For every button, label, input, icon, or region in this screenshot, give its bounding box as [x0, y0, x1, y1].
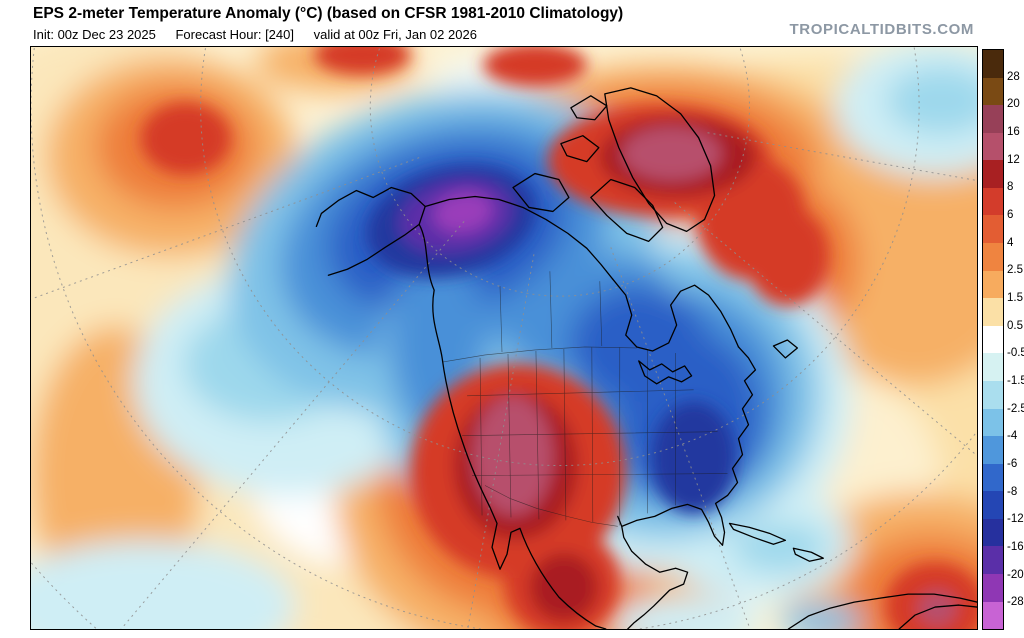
colorbar-tick-label: -1.5	[1007, 375, 1024, 387]
init-time-label: Init: 00z Dec 23 2025	[33, 27, 156, 42]
anomaly-region-arctic-rosy-core	[621, 126, 722, 181]
anomaly-region-bottomcenter-cool	[609, 597, 760, 629]
anomaly-region-nwcold-magenta	[433, 192, 493, 233]
colorbar-tick-label: 16	[1007, 126, 1020, 138]
colorbar-tick-label: 0.5	[1007, 319, 1023, 332]
forecast-hour-label: Forecast Hour: [240]	[175, 27, 294, 42]
greenland-line	[604, 87, 716, 233]
anomaly-region-eastcold-navy	[651, 401, 736, 514]
colorbar	[982, 49, 1004, 630]
arctic-island-line	[560, 135, 600, 163]
newfoundland-line	[772, 339, 799, 359]
colorbar-tick-label: -8	[1007, 485, 1018, 498]
colorbar-segment	[983, 187, 1003, 216]
valid-time-label: valid at 00z Fri, Jan 02 2026	[313, 27, 477, 42]
coastlines	[315, 87, 977, 629]
colorbar-tick-label: -16	[1007, 541, 1024, 553]
colorbar-segment	[983, 243, 1003, 271]
colorbar-tick-label: -2.5	[1007, 402, 1024, 415]
colorbar-segment	[983, 270, 1003, 299]
colorbar-segment	[983, 491, 1003, 519]
victoria-island-line	[512, 172, 570, 213]
colorbar-segment	[983, 573, 1003, 602]
hispaniola-line	[792, 547, 824, 562]
colorbar-tick-label: 6	[1007, 209, 1014, 221]
colorbar-segment	[983, 436, 1003, 464]
page-title: EPS 2-meter Temperature Anomaly (°C) (ba…	[33, 5, 624, 22]
run-info-line: Init: 00z Dec 23 2025 Forecast Hour: [24…	[33, 27, 493, 42]
anomaly-region-kamchatka-warm-core	[140, 102, 231, 175]
anomaly-region-mexico-warm-dark	[529, 553, 598, 622]
colorbar-segment	[983, 353, 1003, 381]
east-gulf-coast-line	[617, 346, 757, 629]
colorbar-tick-label: 4	[1007, 236, 1014, 249]
colorbar-tick-label: 12	[1007, 153, 1020, 166]
anomaly-region-samerica-rosy-core	[917, 590, 958, 627]
south-america-coast-line	[787, 593, 977, 629]
colorbar-segment	[983, 518, 1003, 547]
colorbar-segment	[983, 298, 1003, 326]
hudson-bay-line	[612, 278, 740, 352]
anomaly-field-cores	[140, 47, 977, 629]
colorbar-segment	[983, 408, 1003, 437]
west-coast-line	[418, 223, 607, 629]
colorbar-tick-label: 28	[1007, 70, 1020, 83]
colorbar-ticks: 28 20 16 12 8 6 4 2.5 1.5 0.5 -0.5 -1.5 -2.5 -4 -6 -8 -1…	[1007, 49, 1024, 630]
map-frame	[30, 46, 978, 630]
colorbar-tick-label: 2.5	[1007, 264, 1023, 277]
colorbar-segment	[983, 132, 1003, 161]
anomaly-region-topright-cool-core	[886, 66, 977, 135]
colorbar-tick-label: -0.5	[1007, 347, 1024, 360]
colorbar-tick-label: -4	[1007, 430, 1018, 443]
alaska-line	[315, 186, 426, 276]
colorbar-tick-label: -20	[1007, 568, 1024, 581]
anomaly-region-ngreenland-warm	[483, 47, 587, 87]
anomaly-region-bottomright-cool-spot	[779, 603, 864, 629]
great-lakes-line	[638, 360, 693, 385]
state-borders	[443, 271, 728, 527]
colorbar-tick-label: -6	[1007, 458, 1018, 470]
colorbar-segment	[983, 105, 1003, 133]
colorbar-segment	[983, 160, 1003, 188]
colorbar-segment	[983, 380, 1003, 409]
colorbar-segment	[983, 325, 1003, 354]
colorbar-tick-label: 1.5	[1007, 292, 1023, 304]
colorbar-tick-label: 8	[1007, 181, 1014, 194]
colorbar-segment	[983, 463, 1003, 492]
anomaly-region-caribbean-cool-core	[731, 523, 828, 572]
ellesmere-island-line	[570, 95, 608, 121]
cuba-line	[728, 522, 787, 545]
anomaly-region-siberia-warm-core	[314, 47, 411, 75]
colorbar-segment	[983, 546, 1003, 574]
baffin-island-line	[590, 178, 664, 242]
anomaly-map	[31, 47, 977, 629]
colorbar-segment	[983, 215, 1003, 244]
anomaly-region-hudson-cold	[569, 286, 710, 406]
colorbar-segment	[983, 601, 1003, 630]
colorbar-tick-label: 20	[1007, 98, 1020, 111]
arctic-coast-line	[424, 195, 614, 280]
anomaly-region-bottomleft-cool	[31, 540, 296, 629]
colorbar-tick-label: -28	[1007, 596, 1024, 609]
colorbar-segment	[983, 50, 1003, 78]
site-watermark: TROPICALTIDBITS.COM	[789, 21, 974, 38]
colorbar-tick-label: -12	[1007, 513, 1024, 526]
colorbar-segment	[983, 77, 1003, 106]
anomaly-region-natlantic-warm-core	[745, 206, 830, 307]
